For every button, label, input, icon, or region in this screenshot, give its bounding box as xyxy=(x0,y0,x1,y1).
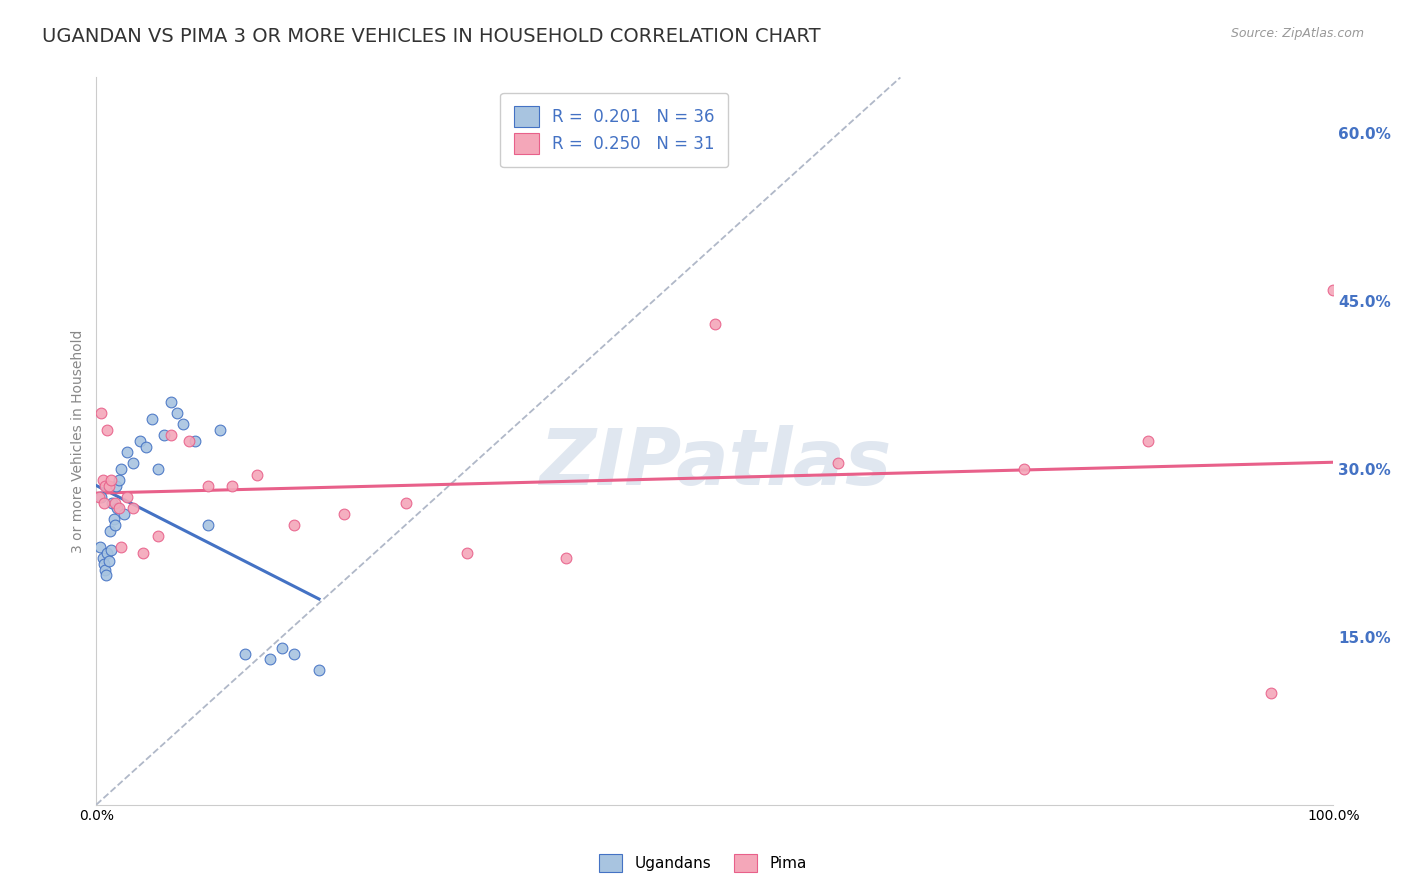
Point xyxy=(93,495,115,509)
Point xyxy=(233,647,256,661)
Point xyxy=(97,479,120,493)
Point xyxy=(122,501,145,516)
Point xyxy=(246,467,269,482)
Text: UGANDAN VS PIMA 3 OR MORE VEHICLES IN HOUSEHOLD CORRELATION CHART: UGANDAN VS PIMA 3 OR MORE VEHICLES IN HO… xyxy=(42,27,821,45)
Text: ZIPatlas: ZIPatlas xyxy=(538,425,891,500)
Point xyxy=(159,395,181,409)
Point xyxy=(209,423,232,437)
Point xyxy=(270,640,292,655)
Point xyxy=(555,551,578,566)
Point xyxy=(94,479,117,493)
Point xyxy=(141,411,163,425)
Point xyxy=(91,551,114,566)
Point xyxy=(89,541,111,555)
Point xyxy=(96,423,118,437)
Point xyxy=(100,542,122,557)
Point xyxy=(456,546,478,560)
Text: Source: ZipAtlas.com: Source: ZipAtlas.com xyxy=(1230,27,1364,40)
Point xyxy=(122,457,145,471)
Point xyxy=(93,557,115,571)
Point xyxy=(98,524,121,538)
Point xyxy=(308,664,330,678)
Point xyxy=(90,490,112,504)
Point xyxy=(90,406,112,420)
Point xyxy=(259,652,281,666)
Point xyxy=(128,434,150,448)
Point xyxy=(96,546,118,560)
Point xyxy=(148,462,170,476)
Point xyxy=(1136,434,1159,448)
Point xyxy=(87,490,110,504)
Point xyxy=(107,501,129,516)
Point xyxy=(827,457,849,471)
Point xyxy=(105,479,128,493)
Point xyxy=(110,541,132,555)
Point xyxy=(117,445,139,459)
Point xyxy=(153,428,176,442)
Point xyxy=(112,507,135,521)
Point xyxy=(105,501,128,516)
Point xyxy=(172,417,194,432)
Point xyxy=(332,507,354,521)
Legend: R =  0.201   N = 36, R =  0.250   N = 31: R = 0.201 N = 36, R = 0.250 N = 31 xyxy=(501,93,728,167)
Point xyxy=(101,495,124,509)
Point xyxy=(1322,283,1344,297)
Point xyxy=(100,473,122,487)
Point xyxy=(179,434,201,448)
Point xyxy=(148,529,170,543)
Point xyxy=(1012,462,1035,476)
Point xyxy=(94,563,117,577)
Point xyxy=(283,517,305,532)
Y-axis label: 3 or more Vehicles in Household: 3 or more Vehicles in Household xyxy=(72,329,86,553)
Point xyxy=(91,473,114,487)
Point xyxy=(117,490,139,504)
Point xyxy=(104,495,127,509)
Point xyxy=(97,554,120,568)
Point xyxy=(166,406,188,420)
Point xyxy=(159,428,181,442)
Point xyxy=(197,479,219,493)
Point xyxy=(135,440,157,454)
Point xyxy=(132,546,155,560)
Point xyxy=(110,462,132,476)
Legend: Ugandans, Pima: Ugandans, Pima xyxy=(592,846,814,880)
Point xyxy=(197,517,219,532)
Point xyxy=(103,512,125,526)
Point xyxy=(184,434,207,448)
Point xyxy=(394,495,416,509)
Point xyxy=(283,647,305,661)
Point xyxy=(104,517,127,532)
Point xyxy=(221,479,243,493)
Point xyxy=(107,473,129,487)
Point xyxy=(703,317,725,331)
Point xyxy=(1260,686,1282,700)
Point xyxy=(96,568,118,582)
